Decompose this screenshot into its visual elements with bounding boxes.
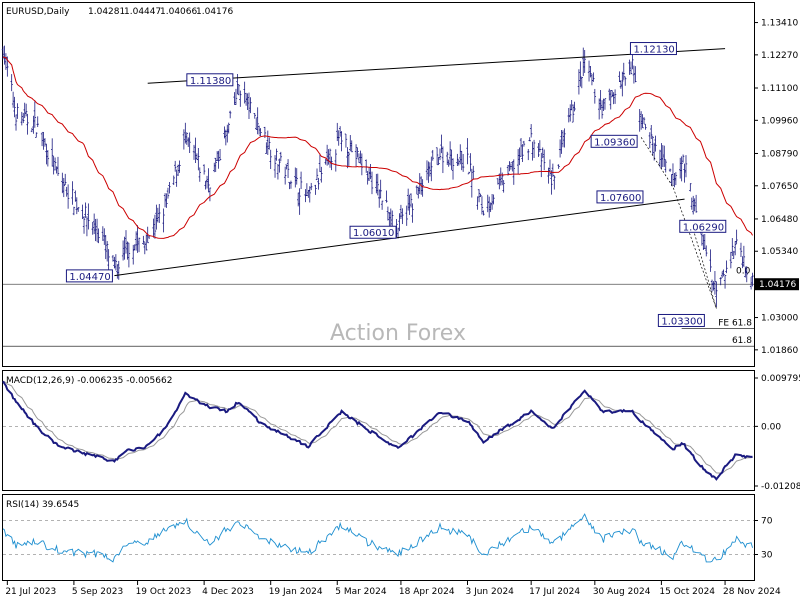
current-price-label: 1.04176 [759,280,796,290]
price-y-tick-label: 1.12270 [761,51,798,61]
level-label-box [186,73,234,87]
price-y-tick-label: 1.06480 [761,215,798,225]
x-tick-label: 19 Jan 2024 [269,587,323,597]
price-y-tick-label: 1.07650 [761,182,798,192]
moving-average-line [2,56,753,239]
x-tick-label: 18 Apr 2024 [399,587,455,597]
x-tick-label: 19 Oct 2023 [136,587,192,597]
price-y-tick-label: 1.09960 [761,116,798,126]
price-header-high: 1.04447 [124,7,161,17]
x-tick-label: 3 Jun 2024 [465,587,514,597]
level-label: 1.06010 [353,228,394,239]
price-y-tick-label: 1.13410 [761,19,798,29]
rsi-y-tick-label: 30 [761,551,773,561]
x-tick-label: 17 Jul 2024 [529,587,580,597]
level-label: 1.07600 [600,193,641,204]
rsi-panel-frame [2,494,755,581]
x-tick-label: 4 Dec 2023 [202,587,254,597]
price-panel-frame [2,2,755,367]
macd-header: MACD(12,26,9) -0.006235 -0.005662 [6,376,172,386]
price-y-tick-label: 1.01860 [761,346,798,356]
price-header-open: 1.04281 [88,7,125,17]
level-label: 1.04470 [69,272,110,283]
x-tick-label: 5 Mar 2024 [335,587,387,597]
rsi-header: RSI(14) 39.6545 [6,500,79,510]
macd-panel: 0.009795 0.00 -0.012081 [2,374,800,492]
x-tick-label: 28 Nov 2024 [723,587,781,597]
macd-panel-frame [2,370,755,491]
x-tick-label: 15 Oct 2024 [659,587,715,597]
x-tick-label: 5 Sep 2023 [72,587,123,597]
level-label-box [629,42,677,56]
level-label-box [65,269,113,283]
price-y-tick-label: 1.05340 [761,247,798,257]
trendline [114,198,685,277]
level-label-box [657,313,705,327]
fib-0.0-label: 0.0 [736,267,751,277]
macd-line [2,380,753,481]
rsi-panel: 70 30 [2,513,773,563]
x-tick-label: 21 Jul 2023 [5,587,56,597]
watermark: Action Forex [330,321,466,346]
price-y-tick-label: 1.03000 [761,314,798,324]
trendline [147,48,726,84]
level-label: 1.06290 [683,222,724,233]
rsi-y-tick-label: 70 [761,517,773,527]
fib-61.8-label: 61.8 [732,336,752,346]
current-price-box [755,278,799,291]
x-tick-label: 30 Aug 2024 [593,587,651,597]
macd-y-tick-label: 0.00 [761,422,781,432]
fe-projection-line [640,137,717,309]
level-label-box [679,219,727,233]
price-panel: 1.13410 1.12270 1.11100 1.09960 1.08790 1.076… [1,19,799,356]
level-label-box [349,225,397,239]
level-label: 1.09360 [594,137,635,148]
price-header-close: 1.04176 [196,7,233,17]
macd-y-tick-label: 0.009795 [761,374,800,384]
price-header-symbol: EURUSD,Daily [6,7,70,17]
panel-frames [2,2,755,581]
macd-y-tick-label: -0.012081 [761,482,800,492]
level-label: 1.12130 [633,45,674,56]
price-y-tick-label: 1.08790 [761,149,798,159]
level-label: 1.11380 [190,76,231,87]
price-y-tick-label: 1.11100 [761,84,798,94]
level-label-box [596,190,644,204]
fe-61.8-label: FE 61.8 [718,318,752,328]
level-label: 1.03300 [661,316,702,327]
level-label-box [590,134,638,148]
price-header-low: 1.04066 [160,7,197,17]
rsi-line [2,513,753,563]
x-axis: 21 Jul 2023 5 Sep 2023 19 Oct 2023 4 Dec 20… [5,581,781,597]
